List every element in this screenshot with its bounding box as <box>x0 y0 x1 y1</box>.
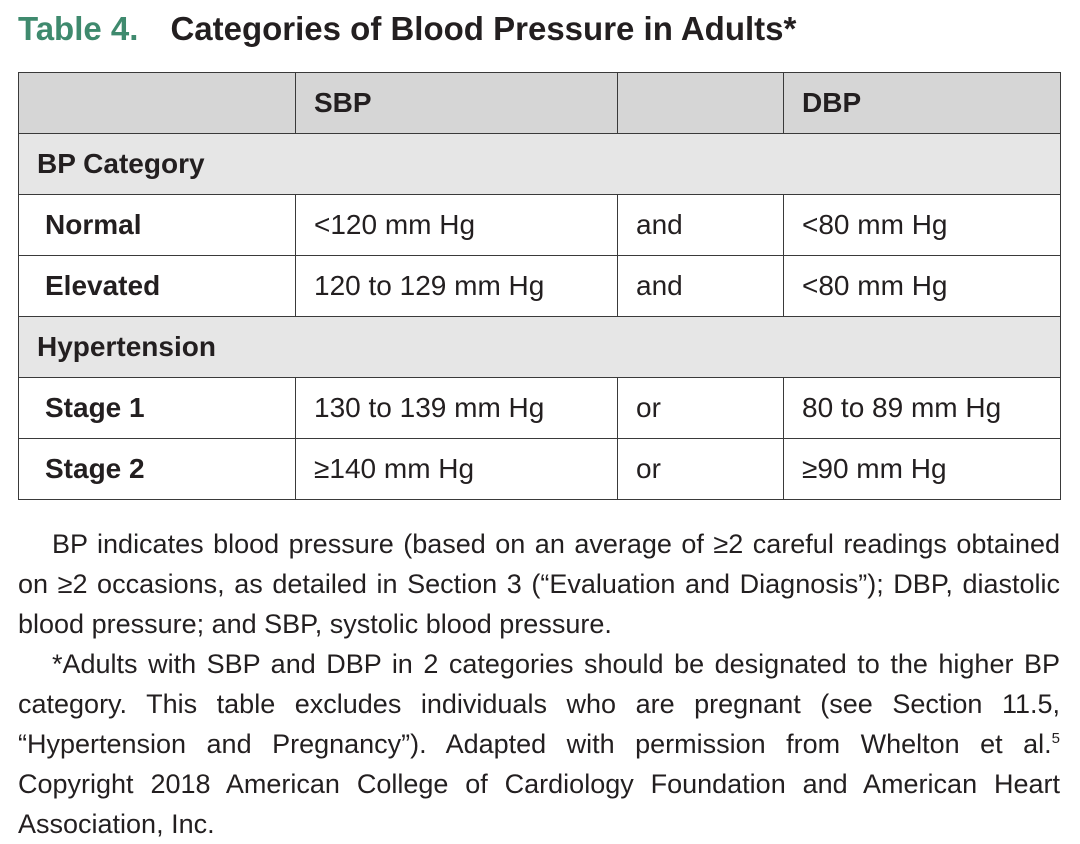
conjunction-cell: and <box>617 194 784 256</box>
table-caption: Categories of Blood Pressure in Adults* <box>170 10 797 47</box>
dbp-cell: <80 mm Hg <box>783 255 1061 317</box>
reference-superscript: 5 <box>1051 730 1060 747</box>
table-footnotes: BP indicates blood pressure (based on an… <box>18 524 1060 844</box>
table-number: Table 4. <box>18 10 139 47</box>
sbp-cell: <120 mm Hg <box>295 194 618 256</box>
dbp-cell: 80 to 89 mm Hg <box>783 377 1061 439</box>
table-row: Elevated 120 to 129 mm Hg and <80 mm Hg <box>18 255 1061 317</box>
abbreviations-note: BP indicates blood pressure (based on an… <box>18 529 1060 639</box>
group-label: BP Category <box>18 133 1061 195</box>
sbp-cell: ≥140 mm Hg <box>295 438 618 500</box>
table-row: Stage 1 130 to 139 mm Hg or 80 to 89 mm … <box>18 377 1061 439</box>
group-label: Hypertension <box>18 316 1061 378</box>
conjunction-cell: or <box>617 377 784 439</box>
table-row: Stage 2 ≥140 mm Hg or ≥90 mm Hg <box>18 438 1061 500</box>
category-cell: Stage 2 <box>18 438 296 500</box>
footnote-note: *Adults with SBP and DBP in 2 categories… <box>18 644 1060 844</box>
table-header-row: SBP DBP <box>18 72 1061 134</box>
header-cell-category <box>18 72 296 134</box>
group-row-bp-category: BP Category <box>18 133 1061 195</box>
copyright-text: Copyright 2018 American College of Cardi… <box>18 769 1060 839</box>
conjunction-cell: and <box>617 255 784 317</box>
sbp-cell: 130 to 139 mm Hg <box>295 377 618 439</box>
dbp-cell: ≥90 mm Hg <box>783 438 1061 500</box>
category-cell: Stage 1 <box>18 377 296 439</box>
conjunction-cell: or <box>617 438 784 500</box>
blood-pressure-table: SBP DBP BP Category Normal <120 mm Hg an… <box>18 72 1061 500</box>
category-cell: Normal <box>18 194 296 256</box>
table-row: Normal <120 mm Hg and <80 mm Hg <box>18 194 1061 256</box>
dbp-cell: <80 mm Hg <box>783 194 1061 256</box>
header-cell-conjunction <box>617 72 784 134</box>
footnote-text: *Adults with SBP and DBP in 2 categories… <box>18 649 1060 759</box>
table-title: Table 4. Categories of Blood Pressure in … <box>18 10 796 48</box>
header-cell-sbp: SBP <box>295 72 618 134</box>
group-row-hypertension: Hypertension <box>18 316 1061 378</box>
header-cell-dbp: DBP <box>783 72 1061 134</box>
category-cell: Elevated <box>18 255 296 317</box>
sbp-cell: 120 to 129 mm Hg <box>295 255 618 317</box>
